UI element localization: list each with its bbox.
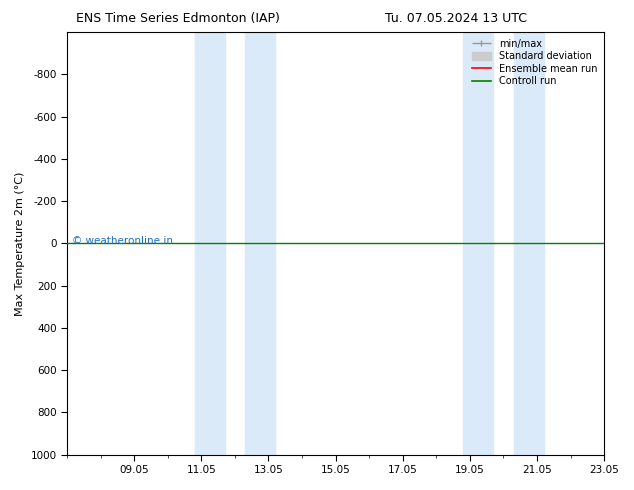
Text: Tu. 07.05.2024 13 UTC: Tu. 07.05.2024 13 UTC bbox=[385, 12, 527, 25]
Text: © weatheronline.in: © weatheronline.in bbox=[72, 236, 174, 246]
Bar bbox=[463, 32, 493, 455]
Legend: min/max, Standard deviation, Ensemble mean run, Controll run: min/max, Standard deviation, Ensemble me… bbox=[470, 37, 599, 88]
Bar bbox=[195, 32, 225, 455]
Bar bbox=[514, 32, 544, 455]
Bar bbox=[245, 32, 275, 455]
Text: ENS Time Series Edmonton (IAP): ENS Time Series Edmonton (IAP) bbox=[75, 12, 280, 25]
Y-axis label: Max Temperature 2m (°C): Max Temperature 2m (°C) bbox=[15, 171, 25, 316]
